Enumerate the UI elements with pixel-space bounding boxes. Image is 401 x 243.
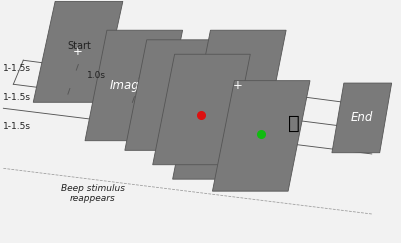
Text: 1-1.5s: 1-1.5s	[3, 64, 31, 73]
Text: Start: Start	[67, 41, 91, 51]
Polygon shape	[188, 30, 286, 141]
Polygon shape	[85, 30, 182, 141]
Polygon shape	[125, 40, 223, 150]
Text: 1-1.5s: 1-1.5s	[3, 93, 31, 102]
Text: +: +	[73, 45, 83, 58]
Text: +: +	[169, 89, 178, 102]
Text: 🔊: 🔊	[288, 114, 300, 133]
Text: Imagine: Imagine	[110, 79, 158, 92]
Text: 1-1.5s: 1-1.5s	[3, 122, 31, 131]
Polygon shape	[172, 69, 270, 179]
Polygon shape	[33, 1, 123, 102]
Text: 1.0s: 1.0s	[87, 71, 106, 80]
Polygon shape	[332, 83, 392, 153]
Text: End: End	[350, 111, 373, 124]
Text: +: +	[233, 79, 242, 92]
Text: Speech: Speech	[200, 117, 243, 130]
Text: 0.1s: 0.1s	[268, 127, 287, 136]
Polygon shape	[153, 54, 250, 165]
Polygon shape	[213, 81, 310, 191]
Text: Beep stimulus
reappears: Beep stimulus reappears	[61, 184, 125, 203]
Text: 0.2s: 0.2s	[139, 104, 158, 113]
